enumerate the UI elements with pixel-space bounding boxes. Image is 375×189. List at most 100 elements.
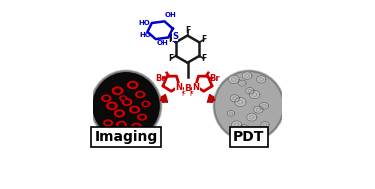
Polygon shape [259, 78, 263, 81]
Polygon shape [128, 82, 138, 88]
Polygon shape [263, 123, 267, 126]
Polygon shape [160, 94, 168, 102]
Polygon shape [109, 104, 114, 108]
Polygon shape [120, 96, 127, 101]
Circle shape [92, 72, 160, 140]
Polygon shape [119, 123, 124, 126]
Circle shape [91, 70, 162, 141]
Circle shape [214, 72, 283, 140]
Circle shape [214, 71, 284, 141]
Text: Imaging: Imaging [94, 130, 158, 144]
Polygon shape [230, 95, 239, 102]
Polygon shape [233, 97, 237, 100]
Polygon shape [249, 115, 254, 119]
Polygon shape [106, 102, 117, 109]
Polygon shape [130, 83, 135, 87]
Polygon shape [252, 93, 257, 96]
Polygon shape [239, 125, 249, 132]
Text: Br: Br [209, 74, 220, 83]
Polygon shape [242, 72, 252, 79]
Polygon shape [104, 120, 112, 126]
Circle shape [214, 71, 284, 141]
Text: F: F [169, 35, 174, 44]
Polygon shape [227, 111, 235, 116]
Text: F: F [201, 35, 206, 44]
Polygon shape [138, 114, 147, 120]
Polygon shape [260, 102, 268, 109]
Polygon shape [207, 94, 215, 102]
Polygon shape [122, 97, 125, 99]
Polygon shape [111, 131, 116, 134]
Polygon shape [132, 123, 141, 130]
Polygon shape [132, 108, 137, 111]
Text: F: F [190, 91, 194, 97]
Polygon shape [117, 122, 126, 128]
Polygon shape [104, 97, 108, 100]
Polygon shape [243, 133, 251, 139]
Text: OH: OH [165, 12, 176, 19]
Polygon shape [234, 123, 239, 126]
Polygon shape [246, 88, 254, 94]
Polygon shape [241, 82, 244, 84]
Text: N: N [193, 83, 200, 92]
Polygon shape [124, 101, 129, 104]
Polygon shape [228, 75, 239, 84]
Circle shape [216, 73, 282, 139]
Circle shape [216, 72, 282, 139]
Polygon shape [134, 125, 139, 128]
Text: HO: HO [139, 20, 150, 26]
Circle shape [93, 72, 159, 139]
Polygon shape [256, 76, 266, 83]
Circle shape [215, 72, 283, 140]
Text: PDT: PDT [233, 130, 265, 144]
Polygon shape [231, 77, 236, 81]
Circle shape [216, 73, 282, 139]
Polygon shape [261, 122, 269, 128]
Text: F: F [185, 26, 190, 35]
Polygon shape [248, 89, 252, 92]
Text: F: F [182, 91, 185, 97]
Polygon shape [117, 112, 122, 115]
Circle shape [213, 70, 285, 142]
Polygon shape [249, 90, 260, 99]
Polygon shape [235, 98, 246, 107]
Polygon shape [231, 121, 242, 129]
Circle shape [91, 71, 161, 141]
Circle shape [93, 73, 159, 139]
Polygon shape [253, 129, 262, 136]
Circle shape [92, 72, 160, 140]
Polygon shape [140, 116, 144, 119]
Polygon shape [144, 103, 148, 105]
Text: B: B [184, 84, 191, 93]
Polygon shape [255, 131, 259, 134]
Text: F: F [201, 54, 206, 63]
Polygon shape [136, 91, 145, 98]
Polygon shape [122, 99, 132, 105]
Circle shape [93, 73, 159, 139]
Text: Br: Br [155, 74, 166, 83]
Polygon shape [115, 89, 120, 92]
Text: N: N [175, 83, 182, 92]
Polygon shape [238, 80, 246, 86]
Polygon shape [109, 129, 119, 136]
Polygon shape [130, 106, 140, 113]
Circle shape [92, 71, 161, 141]
Text: S: S [172, 32, 178, 41]
Polygon shape [245, 135, 249, 137]
Polygon shape [102, 95, 111, 101]
Polygon shape [254, 106, 263, 113]
Polygon shape [238, 100, 243, 104]
Polygon shape [262, 104, 266, 107]
Polygon shape [245, 74, 249, 77]
Polygon shape [114, 110, 125, 117]
Polygon shape [242, 127, 246, 130]
Circle shape [90, 70, 162, 142]
Polygon shape [106, 122, 110, 124]
Polygon shape [247, 113, 257, 121]
Text: HO: HO [140, 32, 151, 38]
Text: OH: OH [157, 40, 169, 46]
Polygon shape [142, 101, 150, 107]
Circle shape [213, 70, 284, 141]
Polygon shape [229, 112, 232, 115]
Polygon shape [112, 87, 123, 94]
